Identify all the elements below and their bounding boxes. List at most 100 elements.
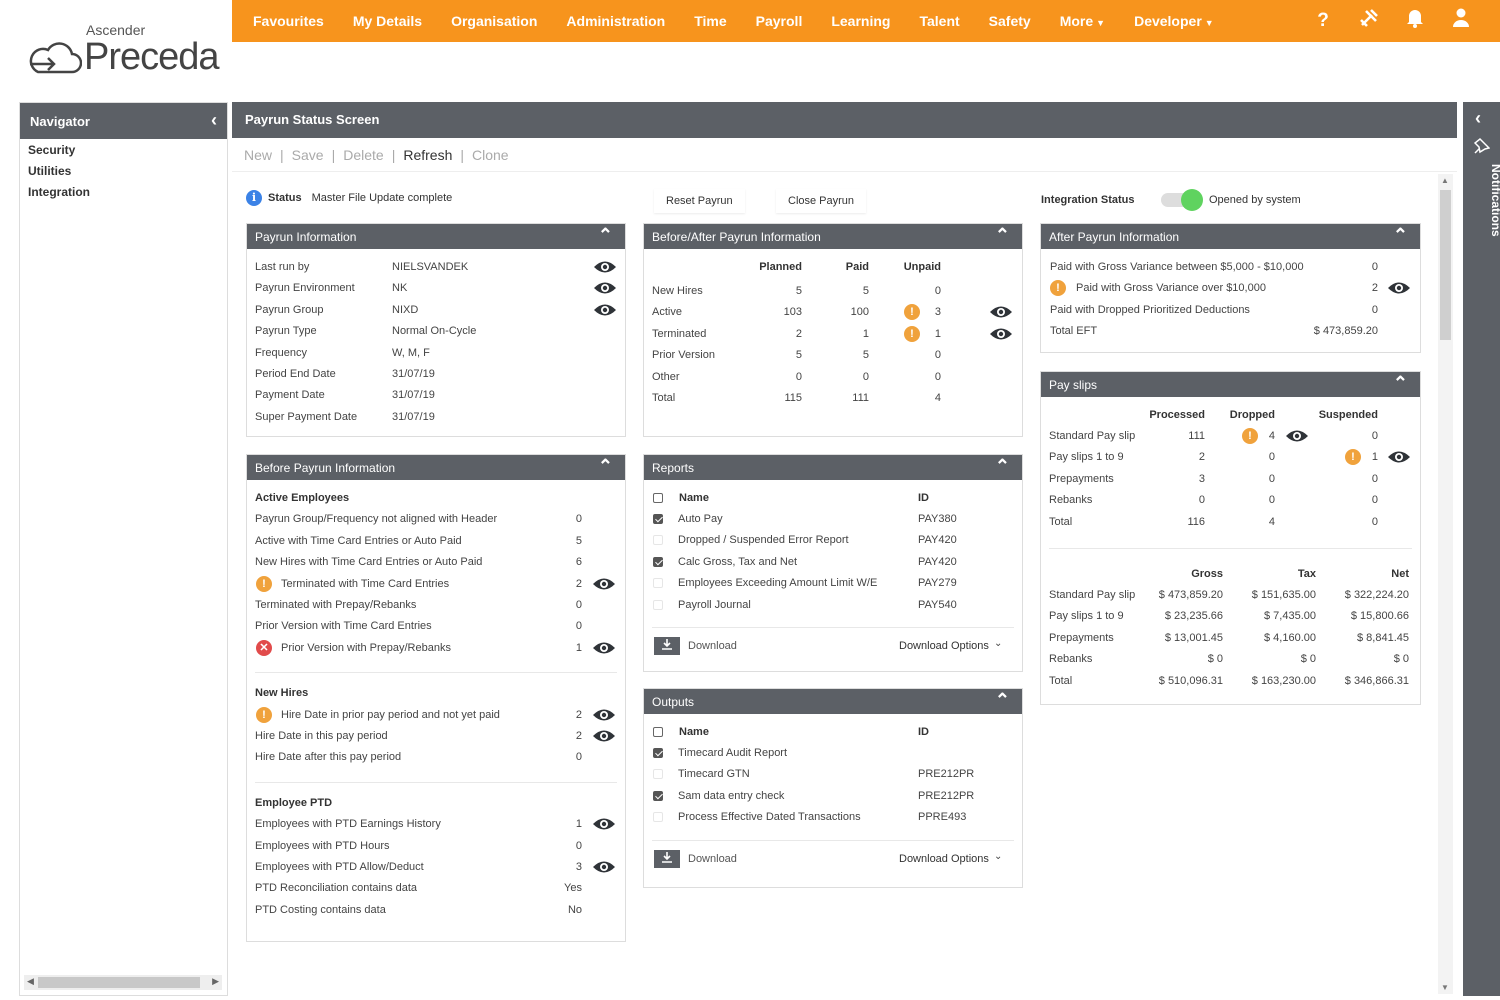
- view-details-icon[interactable]: [593, 280, 617, 296]
- chevron-up-icon[interactable]: ⌃: [994, 456, 1010, 476]
- view-details-icon[interactable]: [593, 302, 617, 318]
- checkbox[interactable]: [653, 493, 663, 503]
- navigator-horizontal-scrollbar[interactable]: ◀ ▶: [24, 975, 222, 990]
- refresh-button[interactable]: Refresh: [403, 146, 453, 163]
- nav-my-details[interactable]: My Details: [352, 13, 423, 29]
- warning-icon: !: [256, 706, 272, 723]
- chevron-left-icon[interactable]: ‹: [211, 110, 217, 130]
- download-button[interactable]: Download: [688, 640, 737, 652]
- checkbox[interactable]: [653, 769, 663, 780]
- view-details-icon[interactable]: [1387, 280, 1411, 296]
- item-name: Process Effective Dated Transactions: [678, 811, 861, 824]
- view-details-icon[interactable]: [592, 576, 616, 592]
- nav-time[interactable]: Time: [694, 13, 727, 29]
- row-label: Terminated with Time Card Entries: [281, 577, 450, 590]
- download-icon[interactable]: [654, 637, 680, 655]
- close-payrun-button[interactable]: Close Payrun: [776, 189, 867, 213]
- table-row: Employees with PTD Allow/Deduct 3: [247, 858, 625, 878]
- row-label: Standard Pay slip: [1049, 589, 1136, 601]
- table-row: Sam data entry check PRE212PR: [644, 787, 1022, 807]
- nav-developer[interactable]: Developer ▼: [1120, 13, 1229, 29]
- view-details-icon[interactable]: [989, 326, 1013, 342]
- save-button[interactable]: Save: [291, 146, 324, 163]
- checkbox[interactable]: [653, 578, 663, 589]
- nav-administration[interactable]: Administration: [566, 13, 666, 29]
- row-label: PTD Reconciliation contains data: [255, 882, 418, 895]
- row-value: 0: [1371, 303, 1378, 316]
- table-row: New Hires: [247, 684, 625, 704]
- view-details-icon[interactable]: [1387, 449, 1411, 465]
- nav-favourites[interactable]: Favourites: [253, 13, 324, 29]
- nav-organisation[interactable]: Organisation: [451, 13, 538, 29]
- table-row: Employees with PTD Hours 0: [247, 837, 625, 857]
- view-details-icon[interactable]: [592, 640, 616, 656]
- chevron-up-icon[interactable]: ⌃: [994, 225, 1010, 245]
- checkbox[interactable]: [653, 599, 663, 610]
- scroll-left-icon[interactable]: ◀: [27, 976, 34, 986]
- chevron-down-icon[interactable]: ⌄: [994, 638, 1003, 649]
- nav-payroll[interactable]: Payroll: [755, 13, 803, 29]
- scroll-up-icon[interactable]: ▲: [1441, 176, 1449, 185]
- pin-icon[interactable]: [1473, 137, 1491, 157]
- checkbox[interactable]: [653, 790, 663, 801]
- view-details-icon[interactable]: [592, 707, 616, 723]
- help-icon[interactable]: ?: [1317, 10, 1329, 31]
- main-vertical-scrollbar[interactable]: ▲ ▼: [1438, 174, 1453, 994]
- scrollbar-thumb[interactable]: [38, 977, 200, 988]
- table-row: Dropped / Suspended Error Report PAY420: [644, 531, 1022, 551]
- row-label: Employees with PTD Hours: [255, 839, 390, 852]
- view-details-icon[interactable]: [593, 259, 617, 275]
- checkbox[interactable]: [653, 748, 663, 758]
- navigator-item-utilities[interactable]: Utilities: [28, 164, 72, 178]
- integration-status-toggle[interactable]: [1161, 189, 1203, 211]
- bell-icon[interactable]: [1404, 8, 1426, 34]
- reset-payrun-button[interactable]: Reset Payrun: [654, 189, 745, 213]
- scrollbar-thumb[interactable]: [1440, 190, 1451, 340]
- download-options-dropdown[interactable]: Download Options: [899, 640, 989, 652]
- navigator-item-integration[interactable]: Integration: [28, 185, 90, 199]
- view-details-icon[interactable]: [1285, 428, 1309, 444]
- view-details-icon[interactable]: [592, 859, 616, 875]
- chevron-down-icon[interactable]: ⌄: [994, 850, 1003, 862]
- chevron-up-icon[interactable]: ⌃: [1392, 373, 1408, 393]
- download-options-dropdown[interactable]: Download Options: [899, 852, 989, 865]
- checkbox[interactable]: [653, 535, 663, 546]
- download-button[interactable]: Download: [688, 852, 737, 865]
- table-row: Prepayments $ 13,001.45 $ 4,160.00 $ 8,841.…: [1041, 629, 1420, 649]
- navigator-item-security[interactable]: Security: [28, 143, 76, 157]
- chevron-up-icon[interactable]: ⌃: [597, 225, 613, 245]
- notifications-rail[interactable]: ‹ Notifications: [1463, 102, 1500, 996]
- user-icon[interactable]: [1450, 8, 1472, 34]
- view-details-icon[interactable]: [989, 304, 1013, 320]
- nav-talent[interactable]: Talent: [919, 13, 960, 29]
- nav-safety[interactable]: Safety: [988, 13, 1031, 29]
- table-row: Standard Pay slip 111 4 0!: [1041, 427, 1420, 447]
- nav-learning[interactable]: Learning: [831, 13, 891, 29]
- checkbox[interactable]: [653, 556, 663, 567]
- item-id: PAY279: [918, 577, 957, 590]
- chevron-left-icon[interactable]: ‹: [1475, 108, 1481, 128]
- download-icon[interactable]: [654, 849, 680, 868]
- scroll-down-icon[interactable]: ▼: [1441, 983, 1449, 992]
- panel-header: Payrun Information ⌃: [247, 224, 625, 249]
- delete-button[interactable]: Delete: [343, 146, 384, 163]
- clone-button[interactable]: Clone: [472, 146, 509, 163]
- chevron-up-icon[interactable]: ⌃: [994, 690, 1010, 710]
- checkbox[interactable]: [653, 727, 663, 737]
- scroll-right-icon[interactable]: ▶: [212, 976, 219, 986]
- nav-more[interactable]: More ▼: [1045, 13, 1119, 29]
- unpaid-value: 0: [934, 285, 941, 297]
- chevron-up-icon[interactable]: ⌃: [597, 456, 613, 476]
- view-details-icon[interactable]: [592, 728, 616, 744]
- tools-icon[interactable]: [1358, 8, 1380, 34]
- view-details-icon[interactable]: [592, 816, 616, 832]
- cloud-icon: [29, 42, 82, 74]
- new-button[interactable]: New: [244, 146, 273, 163]
- row-value: 1: [575, 818, 582, 831]
- table-row: Pay slips 1 to 9 2 0 1!: [1041, 448, 1420, 468]
- row-label: Standard Pay slip: [1049, 430, 1136, 442]
- row-label: Terminated with Prepay/Rebanks: [255, 599, 417, 611]
- chevron-up-icon[interactable]: ⌃: [1392, 225, 1408, 245]
- checkbox[interactable]: [653, 812, 663, 823]
- checkbox[interactable]: [653, 514, 663, 524]
